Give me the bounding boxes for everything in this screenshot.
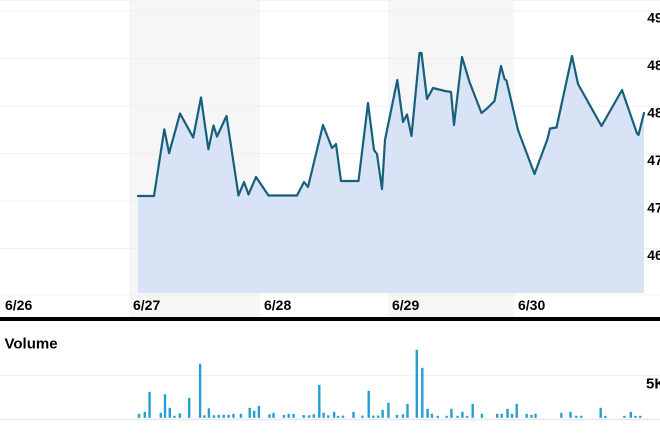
svg-text:5K: 5K [646, 376, 660, 393]
svg-text:46.50: 46.50 [647, 248, 660, 263]
svg-text:6/30: 6/30 [518, 297, 545, 313]
svg-text:48.00: 48.00 [647, 106, 660, 121]
svg-text:6/29: 6/29 [392, 297, 419, 313]
svg-text:6/26: 6/26 [5, 297, 32, 313]
svg-text:47.00: 47.00 [647, 201, 660, 216]
svg-text:49.00: 49.00 [647, 11, 660, 26]
svg-text:Volume: Volume [5, 336, 58, 353]
svg-text:48.50: 48.50 [647, 58, 660, 73]
svg-text:6/28: 6/28 [264, 297, 291, 313]
svg-text:47.50: 47.50 [647, 153, 660, 168]
svg-text:6/27: 6/27 [133, 297, 160, 313]
